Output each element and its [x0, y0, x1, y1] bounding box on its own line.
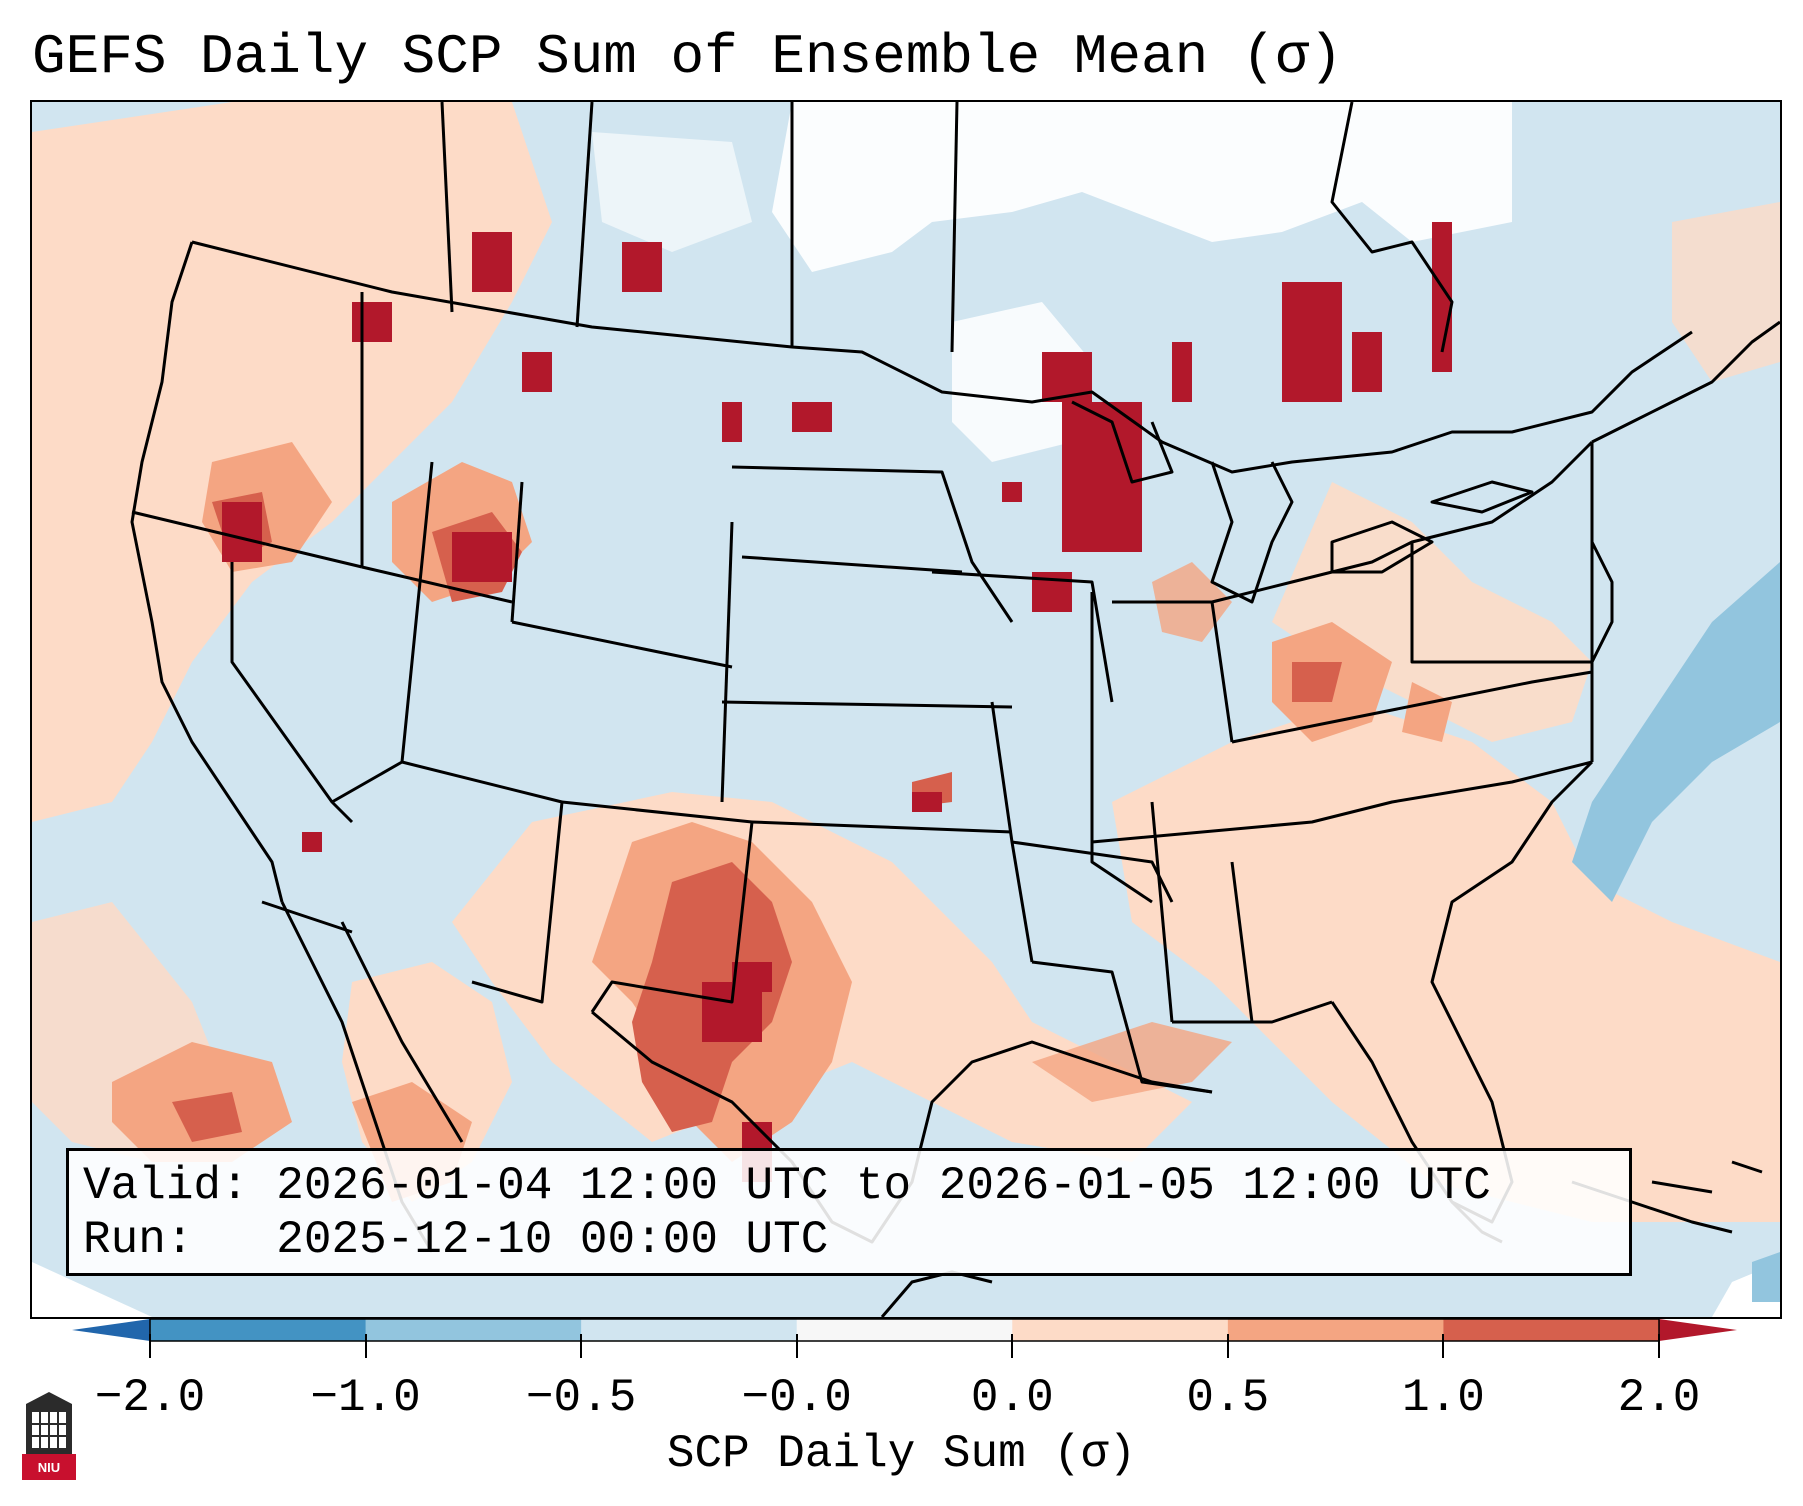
- niu-logo: NIU: [22, 1392, 76, 1480]
- run-row: Run: 2025-12-10 00:00 UTC: [83, 1213, 828, 1267]
- colorbar-bin: [581, 1319, 798, 1341]
- colorbar-over-arrow: [1659, 1319, 1737, 1341]
- colorbar-tick-mark: [1226, 1334, 1229, 1358]
- map-title: GEFS Daily SCP Sum of Ensemble Mean (σ): [32, 25, 1343, 89]
- map-panel[interactable]: [30, 100, 1782, 1319]
- colorbar: [72, 1318, 1737, 1342]
- colorbar-label: SCP Daily Sum (σ): [666, 1428, 1137, 1480]
- colorbar-tick-mark: [149, 1334, 151, 1358]
- colorbar-bins: [150, 1319, 1660, 1341]
- colorbar-bin: [1227, 1319, 1444, 1341]
- colorbar-tick-label: 1.0: [1402, 1372, 1485, 1424]
- valid-value: 2026-01-04 12:00 UTC to 2026-01-05 12:00…: [276, 1160, 1491, 1212]
- scp-field-map: [32, 102, 1780, 1317]
- colorbar-bin: [1443, 1319, 1660, 1341]
- colorbar-bin: [796, 1319, 1013, 1341]
- colorbar-tick-mark: [580, 1334, 583, 1358]
- valid-label: Valid:: [83, 1160, 249, 1212]
- colorbar-tick-label: 0.0: [970, 1372, 1054, 1424]
- valid-row: Valid: 2026-01-04 12:00 UTC to 2026-01-0…: [83, 1159, 1491, 1213]
- colorbar-tick-label: 0.5: [1186, 1372, 1270, 1424]
- colorbar-bin: [1012, 1319, 1229, 1341]
- colorbar-tick-label: −0.0: [741, 1372, 852, 1424]
- boundaries: [130, 102, 1780, 1317]
- colorbar-bin: [365, 1319, 582, 1341]
- colorbar-bin: [150, 1319, 367, 1341]
- colorbar-outline: [149, 1318, 1660, 1342]
- colorbar-tick-label: −1.0: [310, 1372, 421, 1424]
- colorbar-tick-label: 2.0: [1617, 1372, 1701, 1424]
- colorbar-tick-mark: [1442, 1334, 1445, 1358]
- valid-info-box: Valid: 2026-01-04 12:00 UTC to 2026-01-0…: [66, 1148, 1632, 1276]
- colorbar-tick-label: −0.5: [525, 1372, 637, 1424]
- run-value: 2025-12-10 00:00 UTC: [276, 1214, 829, 1266]
- colorbar-tick-mark: [364, 1334, 367, 1358]
- run-label: Run:: [83, 1214, 194, 1266]
- colorbar-under-arrow: [72, 1319, 150, 1341]
- strong-positive-areas: [222, 222, 1452, 1182]
- negative-areas: [1572, 562, 1780, 1302]
- logo-text: NIU: [38, 1460, 60, 1475]
- colorbar-tick-mark: [795, 1334, 798, 1358]
- colorbar-tick-mark: [1658, 1334, 1660, 1358]
- colorbar-tick-label: −2.0: [94, 1372, 206, 1424]
- colorbar-tick-mark: [1011, 1334, 1014, 1358]
